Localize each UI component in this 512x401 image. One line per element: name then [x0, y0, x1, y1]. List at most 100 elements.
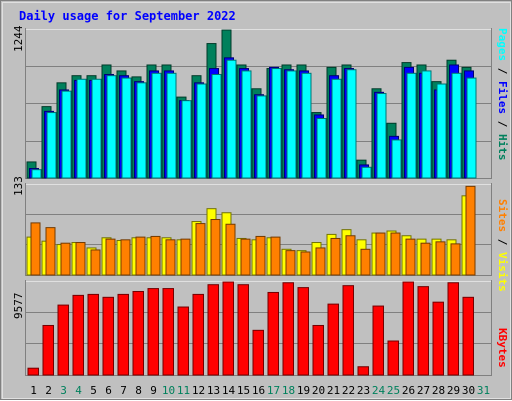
kbytes-bar	[327, 303, 339, 376]
kbytes-bar	[102, 296, 114, 376]
sites-bar	[210, 219, 221, 276]
kbytes-bar	[447, 282, 459, 376]
sites-bar	[450, 243, 461, 276]
x-tick-label: 3	[60, 384, 67, 397]
sites-bar	[240, 238, 251, 276]
x-tick-label: 30	[462, 384, 475, 397]
x-tick-label: 24	[372, 384, 386, 397]
sites-bar	[360, 248, 371, 276]
x-tick-label: 29	[447, 384, 460, 397]
kbytes-bar	[432, 301, 444, 376]
x-tick-label: 28	[432, 384, 445, 397]
pages-bar	[136, 82, 147, 179]
x-tick-label: 22	[342, 384, 355, 397]
kbytes-bar	[372, 305, 384, 376]
hits-legend-label: Hits	[496, 134, 509, 161]
sites-bar	[255, 235, 266, 276]
pages-bar	[241, 70, 252, 179]
x-tick-label: 18	[282, 384, 295, 397]
x-tick-label: 4	[75, 384, 82, 397]
pages-bar	[466, 77, 477, 179]
x-tick-label: 10	[162, 384, 175, 397]
bottom-ymax-label: 9577	[12, 292, 25, 320]
sites-bar	[60, 242, 71, 276]
x-tick-label: 13	[207, 384, 220, 397]
sites-bar	[405, 238, 416, 276]
x-tick-label: 1	[30, 384, 37, 397]
kbytes-bar	[312, 324, 324, 376]
pages-bar	[421, 70, 432, 179]
pages-bar	[451, 72, 462, 179]
pages-bar	[121, 77, 132, 179]
kbytes-bar	[72, 294, 84, 376]
middle-side-labels: Sites / Visits	[496, 199, 509, 292]
x-tick-label: 27	[417, 384, 430, 397]
kbytes-bar	[252, 329, 264, 376]
x-tick-label: 5	[90, 384, 97, 397]
kbytes-bar	[222, 281, 234, 376]
sites-bar	[165, 239, 176, 276]
top-side-labels: Pages / Files / Hits	[496, 28, 509, 161]
pages-bar	[31, 169, 42, 179]
pages-bar	[91, 78, 102, 179]
sites-bar	[105, 238, 116, 276]
x-tick-label: 7	[120, 384, 127, 397]
sites-bar	[390, 232, 401, 276]
sites-bar	[75, 242, 86, 276]
kbytes-bar	[117, 293, 129, 376]
sites-bar	[285, 250, 296, 276]
kbytes-bar	[57, 304, 69, 376]
x-tick-label: 15	[237, 384, 250, 397]
x-tick-label: 2	[45, 384, 52, 397]
kbytes-bar	[387, 340, 399, 376]
kbytes-bar	[297, 287, 309, 376]
x-tick-label: 25	[387, 384, 400, 397]
kbytes-bar	[207, 284, 219, 376]
pages-bar	[211, 73, 222, 179]
x-tick-label: 12	[192, 384, 205, 397]
kbytes-bar	[402, 281, 414, 376]
x-tick-label: 26	[402, 384, 415, 397]
legend-separator: /	[496, 232, 509, 252]
kbytes-bar	[87, 293, 99, 376]
sites-bar	[135, 236, 146, 276]
sites-bar	[120, 239, 131, 276]
sites-bar	[420, 242, 431, 276]
pages-bar	[376, 93, 387, 179]
x-tick-label: 8	[135, 384, 142, 397]
sites-bar	[300, 251, 311, 276]
pages-bar	[151, 72, 162, 179]
kbytes-bar	[192, 293, 204, 376]
sites-bar	[435, 241, 446, 276]
pages-bar	[76, 78, 87, 179]
pages-bar	[106, 75, 117, 179]
kbytes-bar	[357, 366, 369, 376]
sites-bar	[30, 222, 41, 276]
kbytes-bar	[42, 324, 54, 376]
pages-bar	[346, 69, 357, 179]
sites-bar	[225, 223, 236, 276]
x-tick-label: 16	[252, 384, 265, 397]
x-tick-label: 9	[150, 384, 157, 397]
x-tick-label: 11	[177, 384, 190, 397]
kbytes-bar	[237, 284, 249, 376]
pages-bar	[436, 83, 447, 179]
x-tick-label: 6	[105, 384, 112, 397]
pages-bar	[301, 72, 312, 179]
pages-bar	[316, 118, 327, 179]
kbytes-bar	[177, 306, 189, 376]
kbytes-bar	[147, 288, 159, 376]
sites-bar	[90, 249, 101, 276]
visits-legend-label: Visits	[496, 252, 509, 292]
chart-title: Daily usage for September 2022	[19, 9, 236, 23]
sites-bar	[375, 232, 386, 276]
x-tick-label: 19	[297, 384, 310, 397]
kbytes-bar	[462, 296, 474, 376]
bottom-side-labels: KBytes	[496, 328, 509, 368]
sites-bar	[150, 235, 161, 276]
pages-bar	[286, 70, 297, 179]
kbytes-bar	[342, 285, 354, 376]
top-ymax-label: 1244	[12, 25, 25, 53]
